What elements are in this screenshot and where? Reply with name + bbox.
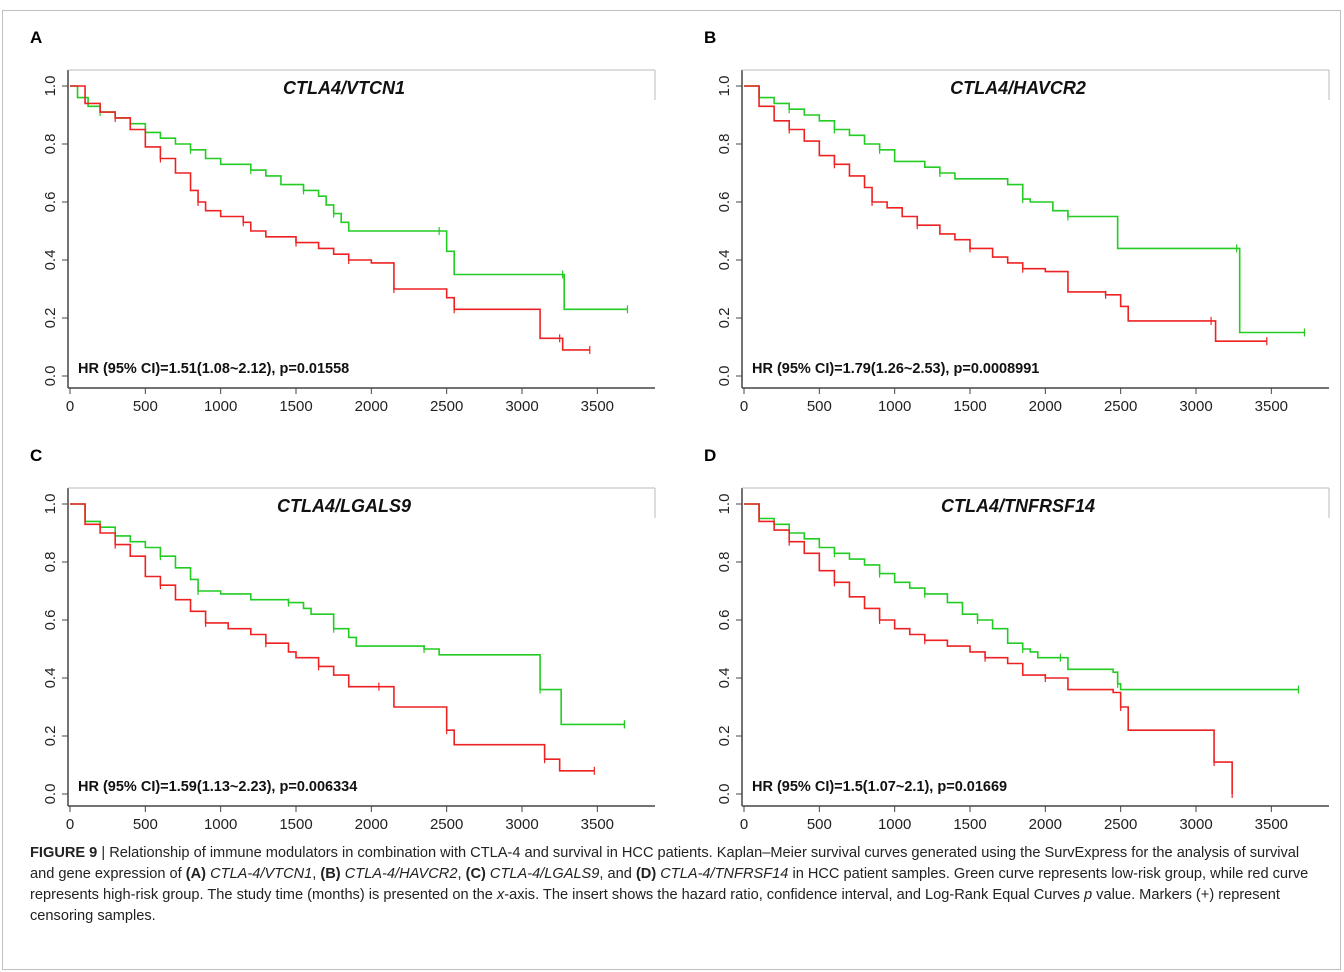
low-risk-curve xyxy=(70,85,628,311)
x-tick-label: 500 xyxy=(807,816,832,833)
y-tick-label: 0.0 xyxy=(42,784,59,805)
y-tick-label: 1.0 xyxy=(42,494,59,515)
plot-area: 0 500 1000 1500 2000 2500 3000 3500 0.0 0.2 0.4 0.6… xyxy=(716,487,1330,833)
y-tick-label: 0.8 xyxy=(42,552,59,573)
y-tick-label: 0.4 xyxy=(716,250,733,271)
hr-annotation: HR (95% CI)=1.79(1.26~2.53), p=0.0008991 xyxy=(752,361,1039,377)
hr-annotation: HR (95% CI)=1.59(1.13~2.23), p=0.006334 xyxy=(78,779,357,795)
x-tick-label: 2000 xyxy=(1029,398,1062,415)
x-tick-label: 3500 xyxy=(581,398,614,415)
low-risk-curve xyxy=(744,85,1305,334)
high-risk-curve xyxy=(70,503,595,772)
panel-letter-c: C xyxy=(30,446,43,465)
y-tick-label: 0.8 xyxy=(716,134,733,155)
y-tick-label: 0.2 xyxy=(42,726,59,747)
y-tick-label: 0.8 xyxy=(42,134,59,155)
x-tick-label: 3000 xyxy=(505,398,538,415)
y-tick-label: 0.6 xyxy=(42,192,59,213)
x-tick-label: 1000 xyxy=(878,398,911,415)
x-tick-label: 3500 xyxy=(581,816,614,833)
x-tick-label: 0 xyxy=(740,398,748,415)
x-tick-label: 0 xyxy=(66,816,74,833)
y-tick-label: 0.2 xyxy=(716,726,733,747)
y-tick-label: 0.0 xyxy=(716,784,733,805)
y-tick-label: 0.2 xyxy=(42,308,59,329)
x-tick-label: 2000 xyxy=(1029,816,1062,833)
x-tick-label: 0 xyxy=(66,398,74,415)
panel-title: CTLA4/TNFRSF14 xyxy=(941,496,1095,516)
x-tick-label: 3500 xyxy=(1255,398,1288,415)
y-tick-label: 1.0 xyxy=(42,76,59,97)
panel-b: B 0 500 1000 1500 2000 2500 3000 3500 0.0 0.2 0.4 0… xyxy=(704,28,1344,428)
y-tick-label: 0.4 xyxy=(42,250,59,271)
high-risk-curve xyxy=(744,85,1267,342)
panel-title: CTLA4/HAVCR2 xyxy=(950,78,1086,98)
km-plot-d: 0 500 1000 1500 2000 2500 3000 3500 0.0 0.2 0.4 0.6… xyxy=(716,487,1330,833)
caption-figure-label: FIGURE 9 xyxy=(30,845,98,861)
x-tick-label: 3000 xyxy=(1179,398,1212,415)
km-plot-b: 0 500 1000 1500 2000 2500 3000 3500 0.0 0.2 0.4 0.6… xyxy=(716,69,1330,415)
x-tick-label: 500 xyxy=(133,398,158,415)
x-tick-label: 2000 xyxy=(355,816,388,833)
panel-letter-b: B xyxy=(704,28,717,47)
y-tick-label: 0.0 xyxy=(42,366,59,387)
plot-area: 0 500 1000 1500 2000 2500 3000 3500 0.0 0.2 0.4 0.6… xyxy=(42,69,656,415)
low-risk-curve xyxy=(70,503,625,726)
x-tick-label: 1500 xyxy=(279,398,312,415)
caption-text: Relationship of immune modulators in com… xyxy=(30,845,1300,882)
x-tick-label: 1000 xyxy=(204,398,237,415)
plot-area: 0 500 1000 1500 2000 2500 3000 3500 0.0 0.2 0.4 0.6… xyxy=(42,487,656,833)
panel-d: D 0 500 1000 1500 2000 2500 3000 3500 0.0 0.2 0.4 0… xyxy=(704,446,1344,846)
panel-c: C 0 500 1000 1500 2000 2500 3000 3500 0.0 0.2 0.4 0… xyxy=(30,446,690,846)
y-tick-label: 0.6 xyxy=(716,610,733,631)
x-tick-label: 3000 xyxy=(1179,816,1212,833)
y-tick-label: 0.4 xyxy=(716,668,733,689)
y-tick-label: 0.8 xyxy=(716,552,733,573)
x-tick-label: 2500 xyxy=(430,398,463,415)
x-tick-label: 1500 xyxy=(953,398,986,415)
x-tick-label: 2500 xyxy=(1104,816,1137,833)
figure-caption: FIGURE 9 | Relationship of immune modula… xyxy=(30,845,1309,924)
low-risk-curve xyxy=(744,503,1299,691)
high-risk-curve xyxy=(70,85,590,351)
figure-frame xyxy=(2,10,1341,970)
panel-title: CTLA4/LGALS9 xyxy=(277,496,411,516)
y-tick-label: 0.2 xyxy=(716,308,733,329)
panel-a: A 0 500 1000 1500 2000 2500 3000 3500 0.0 0.2 0.4 0… xyxy=(30,28,690,428)
y-tick-label: 1.0 xyxy=(716,76,733,97)
y-tick-label: 0.6 xyxy=(716,192,733,213)
y-tick-label: 1.0 xyxy=(716,494,733,515)
y-tick-label: 0.4 xyxy=(42,668,59,689)
x-tick-label: 1500 xyxy=(279,816,312,833)
panel-letter-a: A xyxy=(30,28,43,47)
x-tick-label: 1500 xyxy=(953,816,986,833)
plot-area: 0 500 1000 1500 2000 2500 3000 3500 0.0 0.2 0.4 0.6… xyxy=(716,69,1330,415)
high-risk-curve xyxy=(744,503,1233,794)
km-plot-a: 0 500 1000 1500 2000 2500 3000 3500 0.0 0.2 0.4 0.6… xyxy=(42,69,656,415)
x-tick-label: 3000 xyxy=(505,816,538,833)
panel-title: CTLA4/VTCN1 xyxy=(283,78,405,98)
x-tick-label: 2500 xyxy=(1104,398,1137,415)
y-tick-label: 0.0 xyxy=(716,366,733,387)
x-tick-label: 0 xyxy=(740,816,748,833)
hr-annotation: HR (95% CI)=1.5(1.07~2.1), p=0.01669 xyxy=(752,779,1007,795)
x-tick-label: 3500 xyxy=(1255,816,1288,833)
x-tick-label: 500 xyxy=(807,398,832,415)
x-tick-label: 2000 xyxy=(355,398,388,415)
x-tick-label: 500 xyxy=(133,816,158,833)
hr-annotation: HR (95% CI)=1.51(1.08~2.12), p=0.01558 xyxy=(78,361,349,377)
x-tick-label: 2500 xyxy=(430,816,463,833)
x-tick-label: 1000 xyxy=(204,816,237,833)
panel-letter-d: D xyxy=(704,446,717,465)
km-plot-c: 0 500 1000 1500 2000 2500 3000 3500 0.0 0.2 0.4 0.6… xyxy=(42,487,656,833)
y-tick-label: 0.6 xyxy=(42,610,59,631)
x-tick-label: 1000 xyxy=(878,816,911,833)
